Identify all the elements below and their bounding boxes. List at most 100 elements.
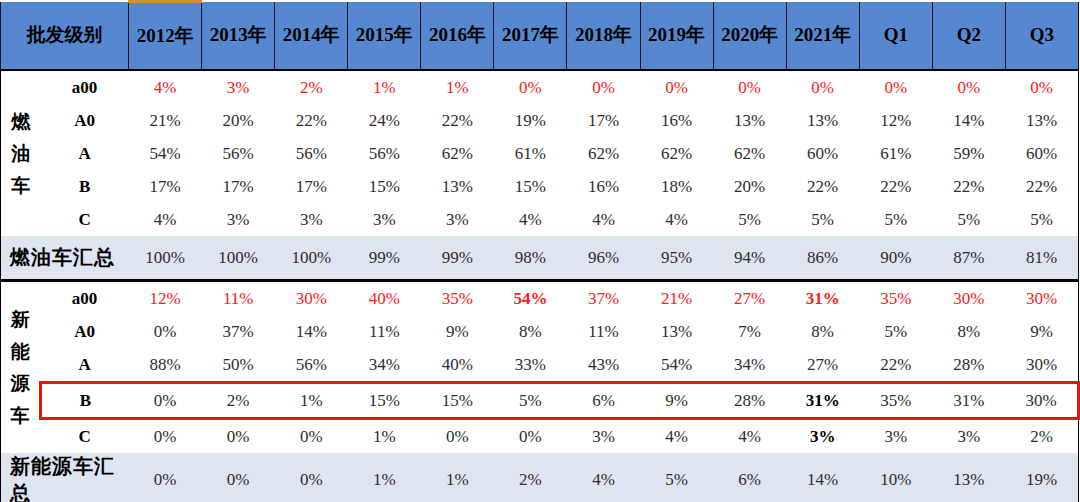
- data-cell: 5%: [859, 203, 932, 236]
- data-cell: 22%: [275, 104, 348, 137]
- data-cell: 0%: [494, 419, 567, 454]
- data-cell: 0%: [1005, 70, 1078, 104]
- data-cell: 5%: [932, 203, 1005, 236]
- data-cell: 4%: [640, 419, 713, 454]
- summary-cell: 100%: [129, 236, 202, 281]
- data-cell: 3%: [567, 419, 640, 454]
- data-cell: 0%: [202, 419, 275, 454]
- table-row: A00%37%14%11%9%8%11%13%7%8%5%8%9%: [1, 315, 1079, 348]
- data-cell: 0%: [786, 70, 859, 104]
- data-cell: 22%: [932, 170, 1005, 203]
- data-cell: 4%: [567, 203, 640, 236]
- data-cell: 28%: [713, 383, 786, 419]
- table-body: 燃 油 车a004%3%2%1%1%0%0%0%0%0%0%0%0%A021%2…: [1, 70, 1079, 502]
- summary-cell: 0%: [202, 453, 275, 502]
- data-cell: 4%: [713, 419, 786, 454]
- group-label: 燃 油 车: [1, 70, 41, 236]
- table-row: 新 能 源 车a0012%11%30%40%35%54%37%21%27%31%…: [1, 281, 1079, 316]
- data-cell: 5%: [494, 383, 567, 419]
- summary-cell: 0%: [129, 453, 202, 502]
- data-cell: 54%: [129, 137, 202, 170]
- column-header-2015年: 2015年: [348, 2, 421, 71]
- data-cell: 12%: [129, 281, 202, 316]
- data-cell: 37%: [202, 315, 275, 348]
- data-cell: 13%: [713, 104, 786, 137]
- data-cell: 0%: [567, 70, 640, 104]
- data-cell: 40%: [348, 281, 421, 316]
- summary-cell: 99%: [348, 236, 421, 281]
- summary-cell: 13%: [932, 453, 1005, 502]
- summary-cell: 19%: [1005, 453, 1078, 502]
- data-cell: 0%: [275, 419, 348, 454]
- table-row: C0%0%0%1%0%0%3%4%4%3%3%3%2%: [1, 419, 1079, 454]
- summary-cell: 2%: [494, 453, 567, 502]
- level-label: B: [41, 383, 129, 419]
- data-cell: 22%: [786, 170, 859, 203]
- data-cell: 31%: [932, 383, 1005, 419]
- data-cell: 22%: [1005, 170, 1078, 203]
- data-cell: 59%: [932, 137, 1005, 170]
- level-label: A: [41, 348, 129, 383]
- data-cell: 4%: [129, 70, 202, 104]
- data-cell: 56%: [275, 137, 348, 170]
- data-cell: 3%: [421, 203, 494, 236]
- data-cell: 1%: [275, 383, 348, 419]
- data-cell: 34%: [348, 348, 421, 383]
- column-header-2020年: 2020年: [713, 2, 786, 71]
- data-cell: 3%: [202, 203, 275, 236]
- data-cell: 22%: [859, 348, 932, 383]
- data-cell: 43%: [567, 348, 640, 383]
- data-cell: 35%: [421, 281, 494, 316]
- data-cell: 35%: [859, 383, 932, 419]
- data-cell: 30%: [1005, 383, 1078, 419]
- summary-cell: 10%: [859, 453, 932, 502]
- summary-cell: 96%: [567, 236, 640, 281]
- summary-label: 燃油车汇总: [1, 236, 129, 281]
- data-cell: 56%: [348, 137, 421, 170]
- data-cell: 15%: [494, 170, 567, 203]
- summary-cell: 0%: [275, 453, 348, 502]
- table-row: A54%56%56%56%62%61%62%62%62%60%61%59%60%: [1, 137, 1079, 170]
- data-cell: 31%: [786, 383, 859, 419]
- data-cell: 0%: [129, 315, 202, 348]
- summary-cell: 1%: [348, 453, 421, 502]
- summary-cell: 81%: [1005, 236, 1078, 281]
- data-cell: 17%: [567, 104, 640, 137]
- data-cell: 30%: [932, 281, 1005, 316]
- column-header-Q3: Q3: [1005, 2, 1078, 71]
- level-label: B: [41, 170, 129, 203]
- data-cell: 61%: [859, 137, 932, 170]
- data-cell: 1%: [348, 70, 421, 104]
- data-cell: 19%: [494, 104, 567, 137]
- data-cell: 3%: [275, 203, 348, 236]
- summary-cell: 100%: [275, 236, 348, 281]
- data-cell: 27%: [713, 281, 786, 316]
- data-cell: 88%: [129, 348, 202, 383]
- data-cell: 3%: [348, 203, 421, 236]
- data-cell: 17%: [129, 170, 202, 203]
- data-cell: 62%: [421, 137, 494, 170]
- table-row: A88%50%56%34%40%33%43%54%34%27%22%28%30%: [1, 348, 1079, 383]
- summary-label: 新能源车汇总: [1, 453, 129, 502]
- column-header-2013年: 2013年: [202, 2, 275, 71]
- level-label: A: [41, 137, 129, 170]
- data-cell: 13%: [640, 315, 713, 348]
- group-label: 新 能 源 车: [1, 281, 41, 454]
- data-cell: 11%: [567, 315, 640, 348]
- data-cell: 0%: [640, 70, 713, 104]
- level-label: a00: [41, 281, 129, 316]
- data-cell: 9%: [421, 315, 494, 348]
- table-row: A021%20%22%24%22%19%17%16%13%13%12%14%13…: [1, 104, 1079, 137]
- data-cell: 5%: [1005, 203, 1078, 236]
- data-cell: 17%: [202, 170, 275, 203]
- summary-cell: 100%: [202, 236, 275, 281]
- level-label: C: [41, 203, 129, 236]
- data-cell: 13%: [786, 104, 859, 137]
- data-cell: 21%: [640, 281, 713, 316]
- data-cell: 28%: [932, 348, 1005, 383]
- data-cell: 14%: [932, 104, 1005, 137]
- data-cell: 0%: [713, 70, 786, 104]
- data-cell: 8%: [494, 315, 567, 348]
- data-cell: 6%: [567, 383, 640, 419]
- data-cell: 13%: [1005, 104, 1078, 137]
